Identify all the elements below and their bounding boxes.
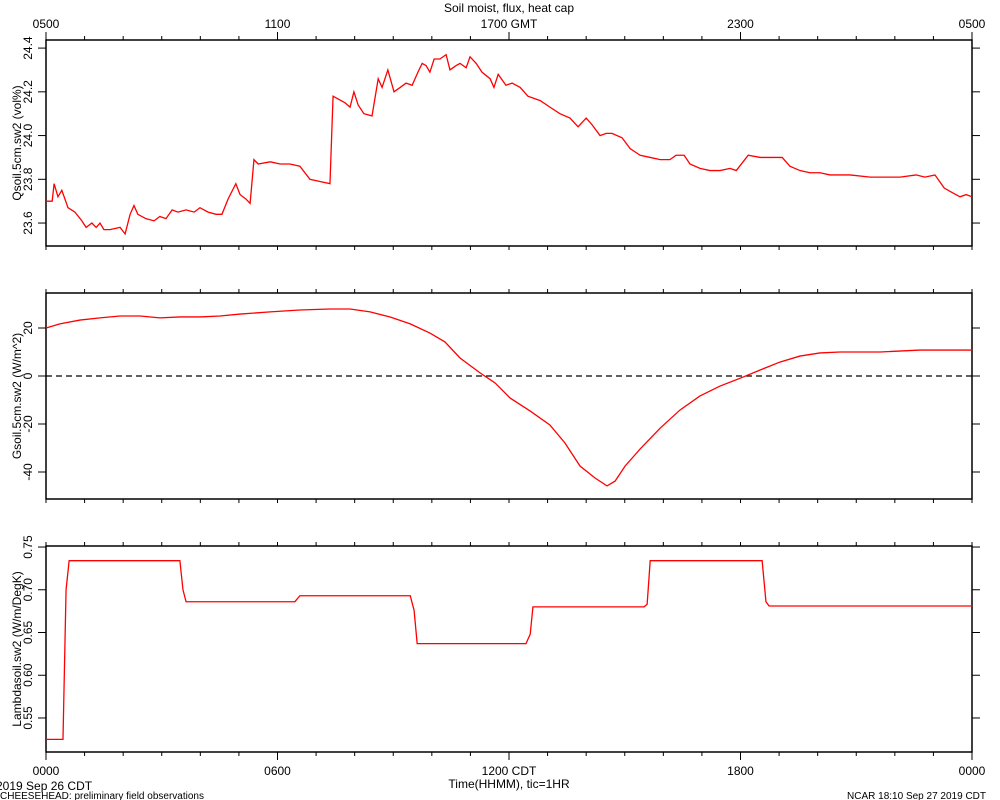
x2-tick-label: 1100 (265, 17, 291, 31)
x2-tick-label: 0500 (33, 17, 60, 31)
y-axis-label: Gsoil.5cm.sw2 (W/m^2) (10, 333, 24, 459)
x-tick-label: 0000 (33, 764, 60, 778)
y-tick-label: 23.8 (21, 167, 35, 191)
y-tick-label: 0 (21, 372, 35, 379)
y-tick-label: 20 (21, 321, 35, 335)
data-line (46, 560, 972, 740)
date-label: 2019 Sep 26 CDT (0, 779, 93, 793)
y-tick-label: 0.60 (21, 663, 35, 687)
x-tick-label: 0000 (959, 764, 986, 778)
x2-tick-label: 2300 (727, 17, 754, 31)
project-label: CHEESEHEAD: preliminary field observatio… (0, 791, 204, 800)
y-tick-label: 0.55 (21, 706, 35, 730)
y-axis-label: Lambdasoil.sw2 (W/m/DegK) (10, 571, 24, 726)
data-line (45, 308, 972, 487)
data-line (46, 53, 973, 236)
y-tick-label: 0.65 (21, 621, 35, 645)
y-tick-label: 24.4 (21, 36, 35, 60)
plot-frame (45, 545, 973, 753)
plot-frame (45, 39, 973, 247)
x-tick-label: 1800 (727, 764, 754, 778)
y-tick-label: 23.6 (21, 211, 35, 235)
x2-tick-label: 1700 GMT (481, 17, 538, 31)
x-tick-label: 0600 (264, 764, 291, 778)
x-axis-label: Time(HHMM), tic=1HR (448, 777, 570, 791)
y-axis-label: Qsoil.5cm.sw2 (vol%) (10, 85, 24, 200)
chart-title: Soil moist, flux, heat cap (444, 1, 574, 15)
y-tick-label: 0.70 (21, 578, 35, 602)
y-tick-label: -20 (21, 415, 35, 433)
y-tick-label: -40 (21, 463, 35, 481)
y-tick-label: 0.75 (21, 535, 35, 559)
y-tick-label: 24.0 (21, 124, 35, 148)
x-tick-label: 1200 CDT (482, 764, 537, 778)
y-tick-label: 24.2 (21, 80, 35, 104)
x2-tick-label: 0500 (959, 17, 986, 31)
stamp-label: NCAR 18:10 Sep 27 2019 CDT (847, 791, 986, 800)
